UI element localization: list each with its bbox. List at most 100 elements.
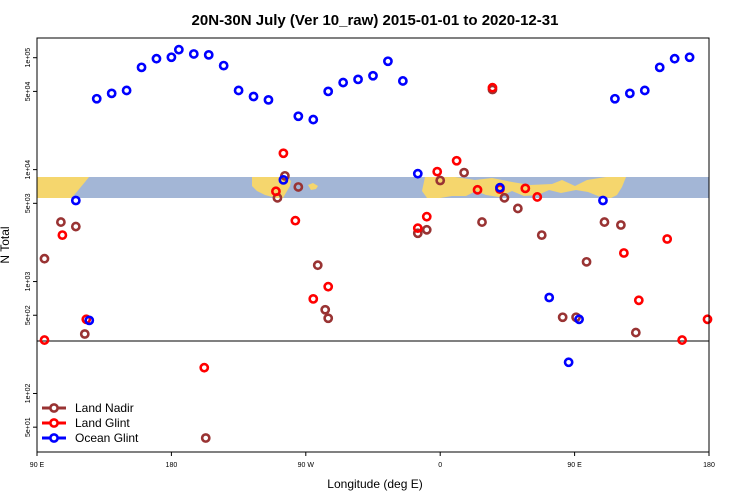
legend-label: Ocean Glint: [75, 431, 139, 445]
data-point: [435, 175, 446, 186]
data-point: [308, 114, 319, 125]
data-point: [55, 217, 66, 227]
data-point: [544, 292, 555, 303]
data-point: [323, 313, 334, 324]
data-point: [320, 304, 331, 315]
plot-area: 90 E 180 90 W 0 90 E 180 5e+01 1e+02 5e+02 1e+03 5…: [25, 37, 715, 469]
data-points: [39, 44, 713, 443]
data-point: [79, 329, 90, 339]
data-point: [200, 433, 211, 443]
data-point: [412, 223, 423, 234]
y-tick-label: 5e+02: [25, 305, 32, 325]
data-point: [615, 220, 626, 230]
data-point: [610, 93, 620, 104]
data-point: [248, 91, 259, 102]
data-point: [599, 217, 610, 227]
data-point: [630, 327, 641, 338]
x-axis-label: Longitude (deg E): [327, 477, 422, 491]
legend-item: Land Nadir: [42, 401, 134, 415]
data-point: [271, 186, 281, 197]
map-land-africa-asia: [422, 177, 626, 198]
data-point: [421, 211, 432, 222]
data-point: [624, 88, 635, 99]
plot-background: [37, 38, 709, 452]
data-point: [121, 85, 132, 96]
data-point: [557, 312, 568, 323]
data-point: [459, 167, 469, 178]
data-point: [188, 49, 199, 59]
data-point: [57, 230, 68, 241]
data-point: [487, 82, 498, 93]
data-point: [669, 53, 680, 64]
data-point: [499, 192, 510, 203]
data-point: [199, 362, 210, 373]
data-point: [84, 315, 95, 326]
axis-ticks: 90 E 180 90 W 0 90 E 180 5e+01 1e+02 5e+02 1e+03 5…: [25, 48, 715, 469]
data-point: [173, 44, 184, 55]
data-point: [563, 357, 574, 368]
data-point: [218, 60, 229, 71]
data-point: [70, 221, 81, 232]
data-point: [293, 182, 304, 192]
legend-label: Land Glint: [75, 416, 130, 430]
data-point: [421, 224, 432, 235]
data-point: [477, 217, 487, 227]
data-point: [495, 182, 505, 193]
data-point: [512, 203, 523, 214]
data-point: [39, 335, 50, 345]
data-point: [368, 70, 378, 81]
data-point: [618, 248, 629, 258]
series-land-glint: [39, 82, 713, 373]
y-tick-label: 5e+04: [25, 81, 32, 101]
data-point: [312, 260, 323, 271]
data-point: [677, 335, 688, 345]
plot-border: [36, 37, 710, 453]
data-point: [323, 86, 334, 97]
x-tick-label: 90 E: [30, 462, 45, 469]
data-point: [353, 74, 363, 85]
data-point: [574, 314, 584, 325]
data-point: [598, 195, 608, 206]
data-point: [581, 256, 592, 267]
map-land-islands: [308, 183, 318, 190]
data-point: [290, 215, 301, 226]
data-point: [136, 62, 147, 73]
y-axis-label: N Total: [0, 226, 12, 263]
y-tick-label: 1e+03: [25, 272, 32, 292]
legend-marker: [49, 418, 59, 428]
data-point: [203, 49, 214, 60]
data-point: [278, 148, 289, 159]
world-map-strip: [37, 177, 709, 198]
y-tick-label: 1e+04: [25, 160, 32, 180]
data-point: [662, 234, 673, 244]
data-point: [166, 52, 177, 63]
data-point: [397, 76, 408, 86]
x-tick-label: 0: [438, 462, 442, 469]
data-point: [532, 192, 543, 202]
data-point: [233, 85, 244, 96]
y-tick-label: 5e+01: [25, 417, 32, 437]
data-point: [472, 184, 483, 195]
series-land-nadir: [39, 84, 641, 443]
data-point: [106, 88, 117, 99]
data-point: [308, 293, 319, 304]
legend-item: Ocean Glint: [42, 431, 139, 445]
data-point: [151, 53, 162, 64]
data-point: [39, 253, 50, 264]
data-point: [684, 52, 695, 63]
data-point: [451, 155, 462, 166]
data-point: [412, 168, 423, 179]
data-point: [70, 195, 81, 206]
x-tick-label: 180: [703, 462, 715, 469]
data-point: [520, 183, 531, 194]
data-point: [654, 62, 665, 73]
data-point: [536, 230, 547, 241]
data-point: [383, 56, 393, 67]
series-ocean-glint: [70, 44, 695, 368]
data-point: [633, 295, 644, 306]
data-point: [263, 94, 274, 105]
data-point: [91, 93, 102, 104]
x-tick-label: 180: [166, 462, 178, 469]
